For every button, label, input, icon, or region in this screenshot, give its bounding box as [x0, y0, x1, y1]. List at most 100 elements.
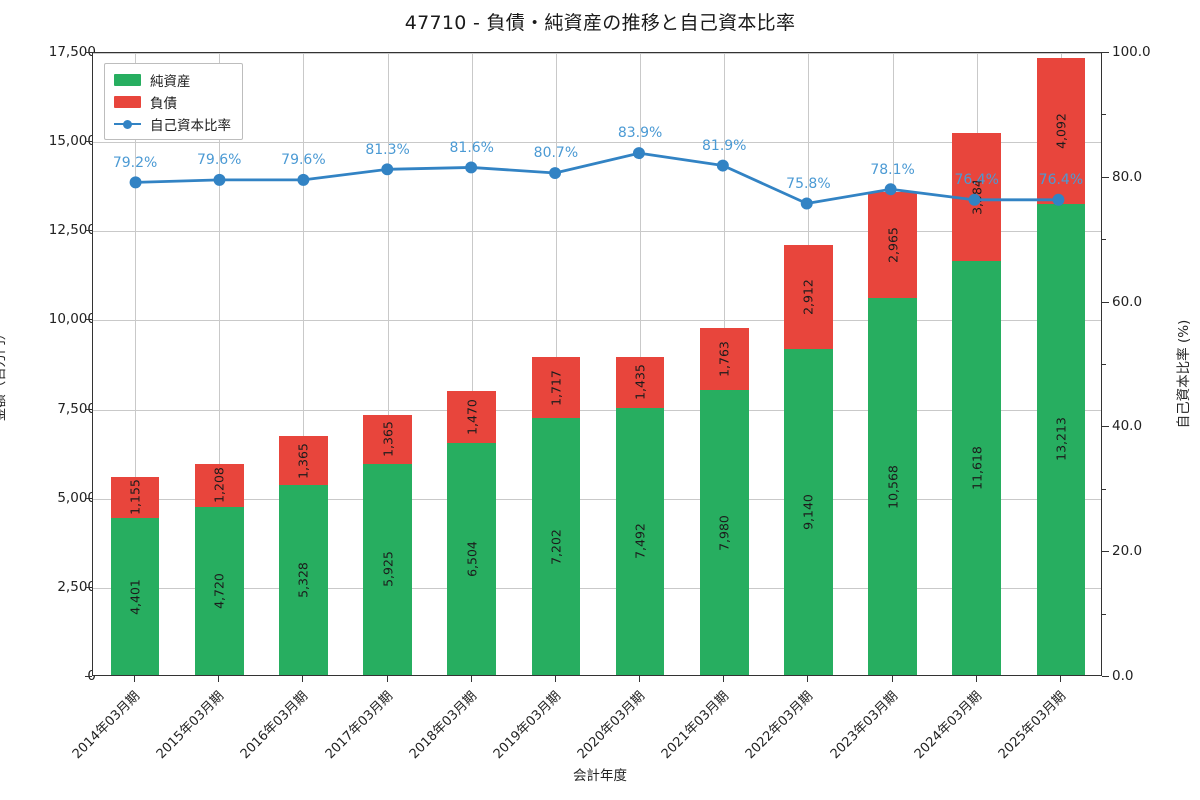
x-axis-tick-label: 2017年03月期	[322, 688, 396, 763]
bar-segment-equity[interactable]: 6,504	[447, 443, 497, 675]
bar-segment-liabilities[interactable]: 1,365	[279, 436, 328, 486]
legend-swatch-equity	[114, 73, 141, 86]
y-axis-tickmark-left	[85, 586, 92, 588]
legend: 純資産 負債 自己資本比率	[104, 63, 243, 140]
bar-segment-liabilities[interactable]: 1,155	[110, 476, 160, 519]
y-axis-minor-tickmark-right	[1102, 239, 1106, 241]
bar-stack[interactable]: 4,401 1,155	[110, 476, 160, 675]
bar-segment-equity[interactable]: 7,492	[615, 407, 665, 675]
y-axis-tick-left: 5,000	[57, 489, 96, 506]
y-axis-tick-left: 2,500	[57, 578, 96, 595]
y-axis-tick-left: 7,500	[57, 400, 96, 417]
bar-stack[interactable]: 6,504 1,470	[447, 390, 497, 675]
y-axis-tick-right: 100.0	[1112, 44, 1151, 60]
x-axis-tick-label: 2020年03月期	[574, 688, 649, 763]
x-axis-tickmark	[218, 676, 220, 682]
bar-segment-liabilities[interactable]: 1,365	[363, 415, 412, 464]
line-marker[interactable]	[632, 147, 645, 160]
page-title: 47710 - 負債・純資産の推移と自己資本比率	[404, 12, 796, 34]
gridline-vertical	[471, 53, 473, 675]
gridline-horizontal	[93, 498, 1101, 500]
bar-segment-equity[interactable]: 9,140	[784, 349, 833, 675]
legend-item-equity[interactable]: 純資産	[114, 71, 231, 90]
line-marker[interactable]	[549, 167, 562, 180]
bar-stack[interactable]: 4,720 1,208	[194, 463, 244, 675]
y-axis-minor-tickmark-right	[1102, 613, 1106, 615]
legend-swatch-liabilities	[114, 95, 141, 108]
y-axis-tickmark-right	[1102, 176, 1109, 178]
bar-segment-liabilities[interactable]: 4,092	[1036, 57, 1086, 204]
line-marker[interactable]	[716, 159, 729, 172]
bar-segment-equity[interactable]: 10,568	[868, 298, 917, 675]
line-marker[interactable]	[800, 197, 813, 210]
y-axis-label-right: 自己資本比率 (%)	[1176, 319, 1192, 429]
y-axis-tick-left: 17,500	[48, 44, 96, 60]
y-axis-tickmark-left	[85, 141, 92, 143]
bar-segment-equity[interactable]: 7,980	[699, 390, 749, 675]
line-marker[interactable]	[1052, 193, 1065, 206]
legend-label-equity: 純資産	[150, 73, 191, 90]
bar-segment-liabilities[interactable]: 2,965	[868, 192, 917, 299]
bar-segment-equity[interactable]: 4,401	[110, 518, 160, 675]
x-axis-tick-label: 2023年03月期	[827, 688, 901, 763]
line-marker[interactable]	[297, 173, 310, 186]
line-point-label: 79.6%	[281, 152, 326, 169]
x-axis-tickmark	[470, 676, 472, 682]
y-axis-tickmark-left	[85, 319, 92, 321]
x-axis-tickmark	[386, 676, 388, 682]
x-axis-label: 会計年度	[573, 768, 627, 784]
gridline-horizontal	[93, 409, 1101, 411]
bar-segment-equity[interactable]: 13,213	[1036, 203, 1086, 675]
bar-segment-liabilities[interactable]: 1,470	[447, 390, 497, 444]
gridline-vertical	[303, 53, 305, 675]
x-axis-tick-label: 2024年03月期	[911, 688, 985, 763]
line-marker[interactable]	[968, 193, 981, 206]
bar-stack[interactable]: 5,925 1,365	[363, 415, 412, 675]
bar-segment-liabilities[interactable]: 1,717	[531, 356, 581, 419]
bar-segment-liabilities[interactable]: 2,912	[784, 245, 833, 350]
line-point-label: 83.9%	[617, 125, 663, 142]
line-series	[129, 147, 1065, 210]
bar-stack[interactable]: 7,980 1,763	[699, 327, 749, 675]
line-point-label: 76.4%	[1038, 172, 1084, 189]
legend-item-liabilities[interactable]: 負債	[114, 93, 231, 112]
x-axis-tickmark	[891, 676, 893, 682]
line-marker[interactable]	[213, 173, 226, 186]
line-marker[interactable]	[381, 163, 394, 176]
bar-segment-equity[interactable]: 11,618	[952, 260, 1002, 675]
y-axis-tickmark-left	[85, 230, 92, 232]
legend-item-equity-ratio[interactable]: 自己資本比率	[114, 115, 231, 134]
gridline-horizontal	[93, 320, 1101, 322]
bar-stack[interactable]: 5,328 1,365	[279, 436, 328, 675]
bar-segment-liabilities[interactable]: 1,763	[699, 327, 749, 391]
bar-stack[interactable]: 10,568 2,965	[868, 192, 917, 675]
line-marker[interactable]	[884, 183, 897, 196]
bar-segment-equity[interactable]: 7,202	[531, 418, 581, 675]
bar-segment-liabilities[interactable]: 1,435	[615, 356, 665, 408]
line-point-label: 81.9%	[702, 137, 747, 154]
bar-stack[interactable]: 7,202 1,717	[531, 356, 581, 675]
y-axis-tick-right: 80.0	[1112, 168, 1143, 185]
y-axis-tick-right: 20.0	[1112, 543, 1143, 560]
x-axis-tick-label: 2019年03月期	[490, 688, 564, 763]
line-marker[interactable]	[129, 176, 142, 189]
bar-segment-equity[interactable]: 5,925	[363, 463, 412, 675]
legend-label-equity-ratio: 自己資本比率	[150, 117, 231, 134]
bar-stack[interactable]: 7,492 1,435	[615, 356, 665, 675]
y-axis-tickmark-right	[1102, 676, 1109, 677]
x-axis-tickmark	[639, 676, 641, 682]
x-axis-tickmark	[807, 676, 809, 682]
y-axis-tick-left: 15,000	[48, 133, 96, 150]
x-axis-tick-label: 2016年03月期	[238, 688, 312, 763]
y-axis-tickmark-left	[85, 497, 92, 499]
bar-stack[interactable]: 9,140 2,912	[784, 245, 833, 675]
bar-segment-equity[interactable]: 4,720	[194, 506, 244, 675]
bar-stack[interactable]: 13,213 4,092	[1036, 57, 1086, 675]
y-axis-tickmark-right	[1102, 551, 1109, 553]
y-axis-tick-left: 10,000	[48, 311, 96, 328]
bar-segment-liabilities[interactable]: 1,208	[194, 463, 244, 507]
line-marker[interactable]	[465, 161, 478, 174]
legend-label-liabilities: 負債	[150, 95, 177, 112]
y-axis-tick-right: 0.0	[1112, 668, 1134, 684]
bar-segment-equity[interactable]: 5,328	[279, 485, 328, 675]
